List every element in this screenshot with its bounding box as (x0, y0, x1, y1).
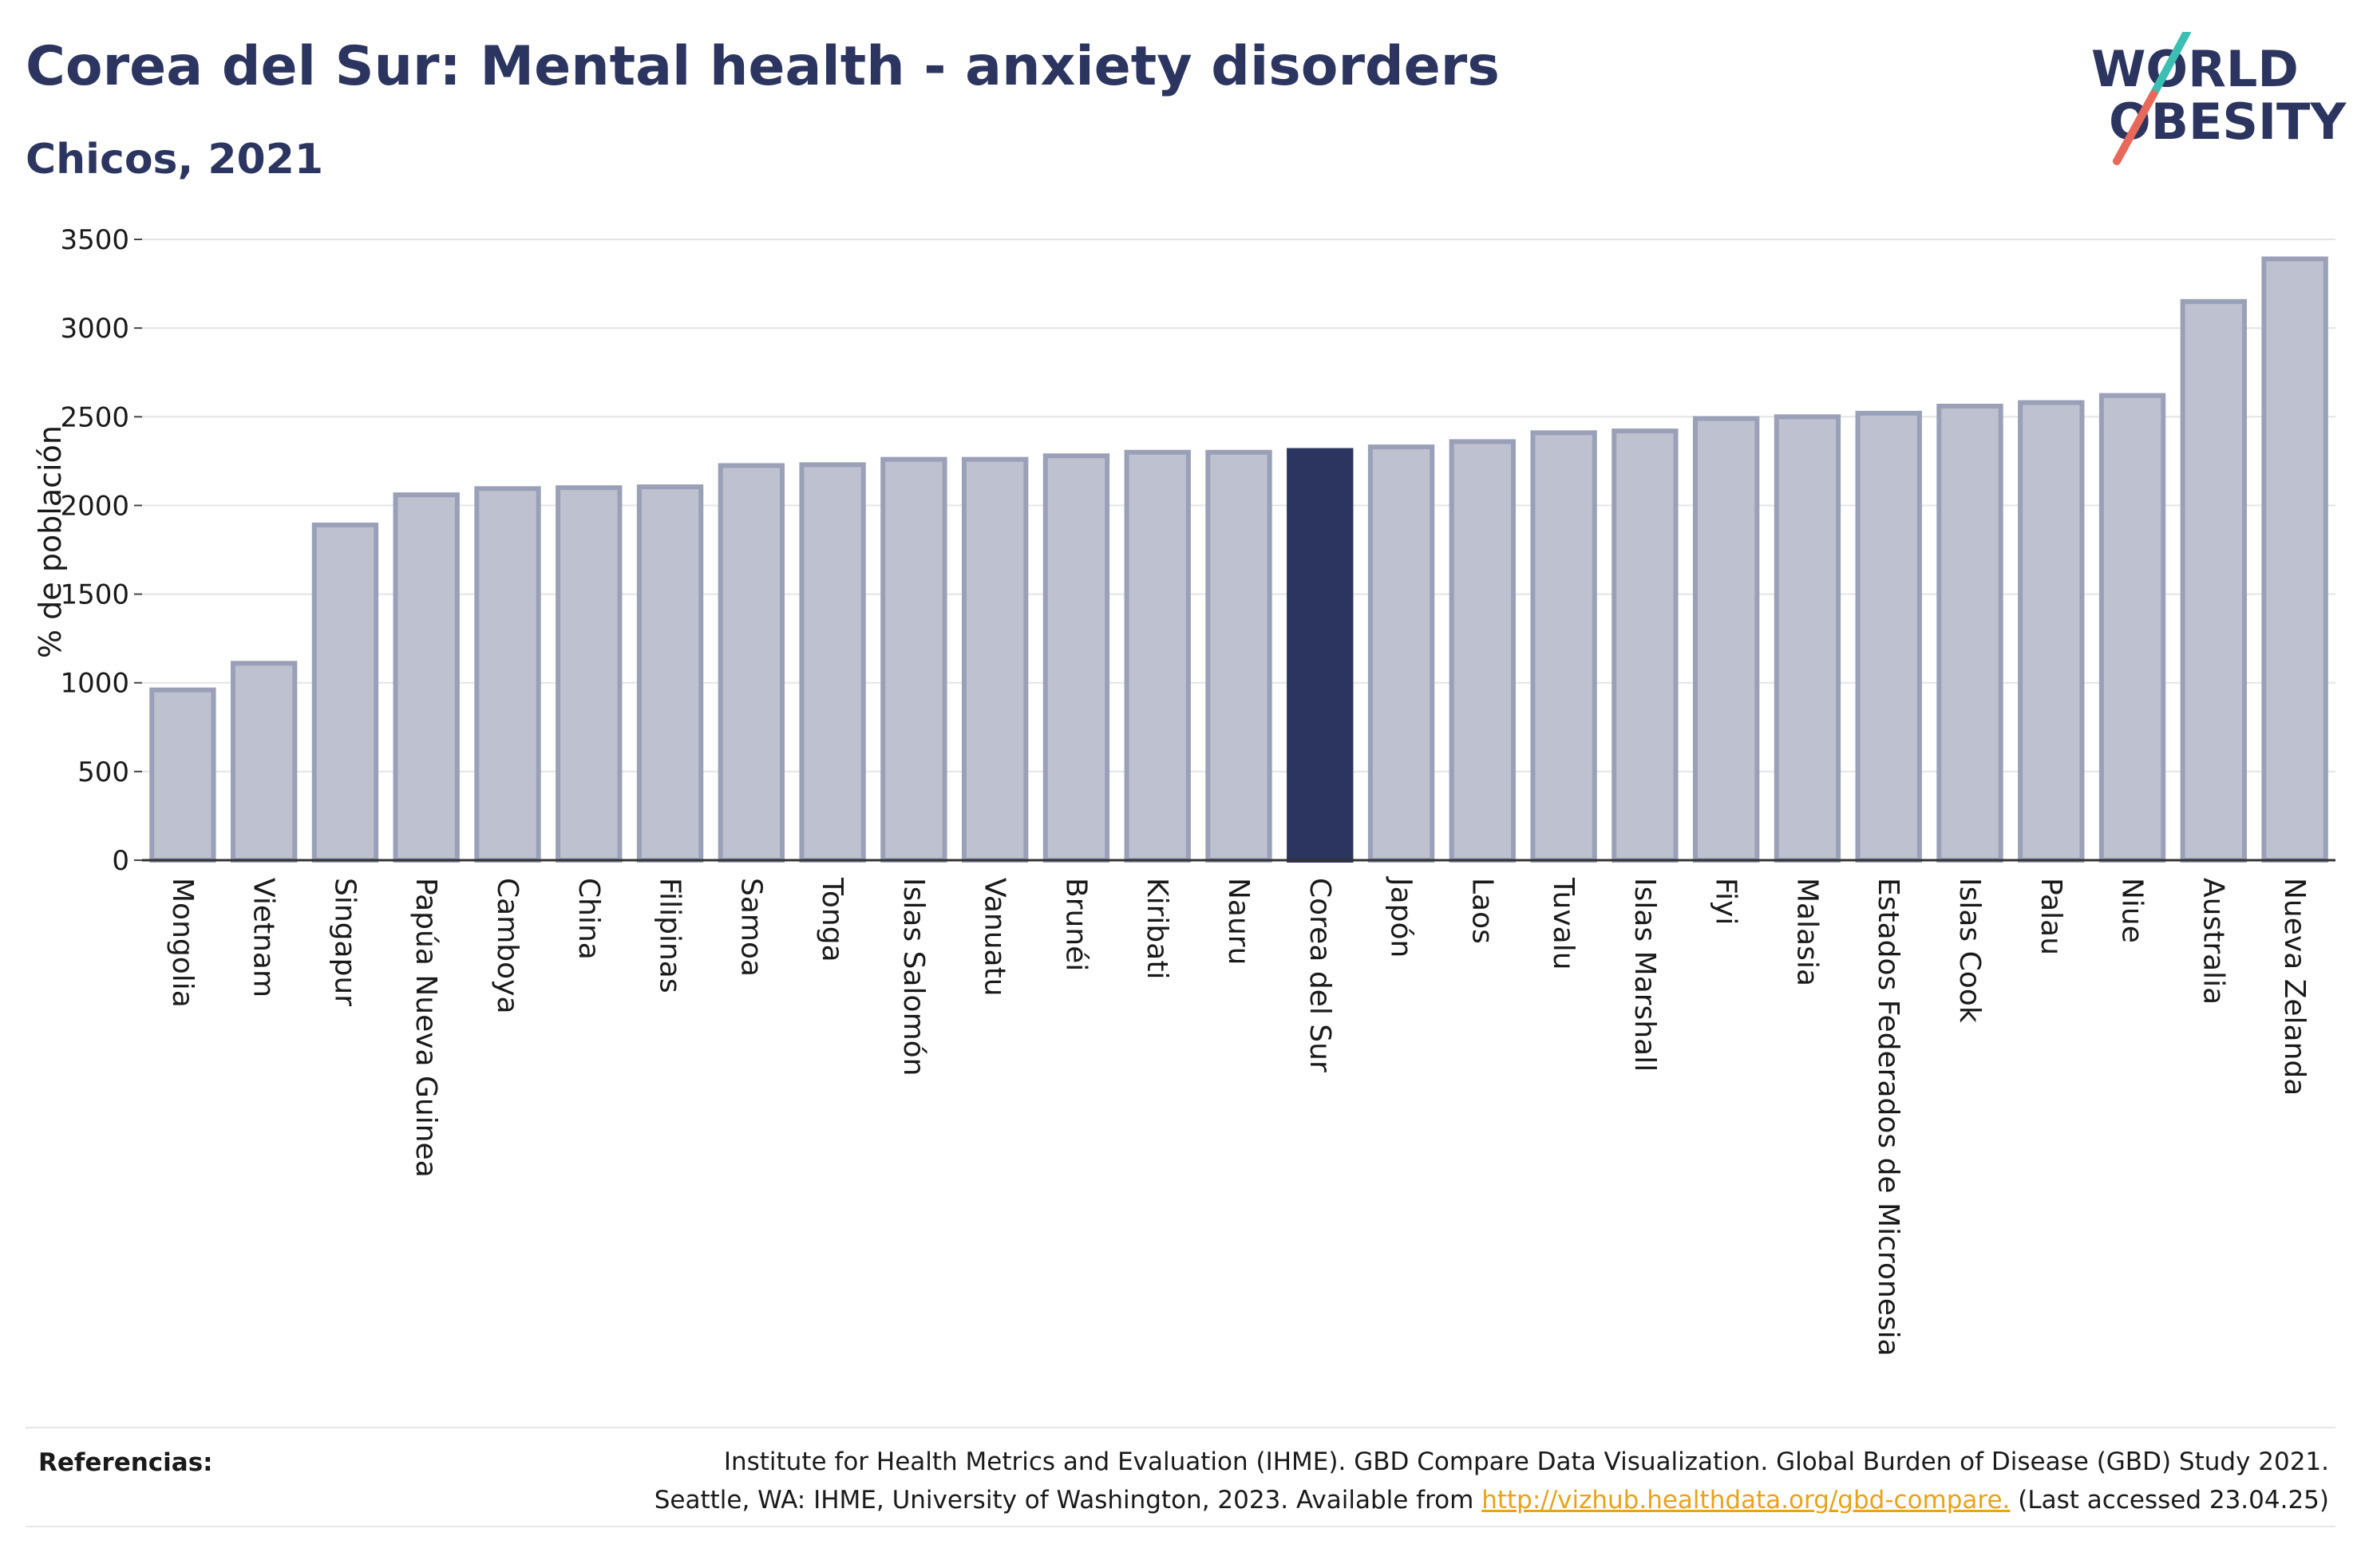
world-obesity-logo: WORLD OBESITY (2091, 32, 2347, 165)
x-tick-label: Laos (1465, 878, 1498, 944)
x-tick-label: Japón (1385, 876, 1418, 958)
bar-papúa-nueva-guinea (393, 492, 460, 863)
bar-islas-salomón (880, 456, 947, 863)
logo-slash-top (2149, 32, 2191, 98)
footer-divider-top (26, 1427, 2335, 1428)
x-tick-label: Mongolia (166, 878, 199, 1008)
y-tick-label: 2500 (60, 401, 129, 433)
bar-china (556, 485, 623, 863)
x-tick-label: Islas Marshall (1628, 878, 1661, 1072)
x-tick-label: Vanuatu (979, 878, 1011, 997)
bar-corea-del-sur (1287, 448, 1354, 863)
bar-australia (2180, 298, 2248, 863)
bar-singapur (311, 522, 379, 863)
references-line-2-post: (Last accessed 23.04.25) (2010, 1486, 2329, 1515)
bar-niue (2098, 393, 2166, 863)
bar-camboya (474, 486, 541, 863)
y-axis-label: % de población (33, 425, 68, 658)
y-tick-label: 2000 (60, 490, 129, 522)
references-text: Institute for Health Metrics and Evaluat… (493, 1443, 2329, 1519)
x-tick-label: Kiribati (1141, 878, 1173, 979)
x-tick-label: Camboya (491, 878, 524, 1014)
logo-line-1: WORLD (2091, 40, 2299, 98)
chart-title: Corea del Sur: Mental health - anxiety d… (26, 35, 1500, 98)
bar-vietnam (230, 661, 298, 863)
x-tick-label: Nauru (1222, 878, 1255, 965)
x-tick-label: China (572, 878, 605, 960)
references-line-1: Institute for Health Metrics and Evaluat… (723, 1448, 2329, 1476)
y-tick-label: 1500 (60, 579, 129, 611)
bar-palau (2018, 400, 2085, 863)
bar-chart: 0 500 1000 1500 2000 2500 3000 3500 Mongolia Vie… (33, 224, 2335, 1357)
x-tick-label: Tonga (816, 877, 848, 962)
x-tick-label: Tuvalu (1547, 877, 1580, 970)
bar-tonga (799, 462, 866, 863)
x-axis-labels: Mongolia Vietnam Singapur Papúa Nueva Guine… (166, 876, 2311, 1357)
bar-nauru (1205, 449, 1272, 863)
x-tick-label: Niue (2116, 878, 2149, 943)
bar-laos (1449, 439, 1517, 863)
y-tick-label: 3000 (60, 313, 129, 345)
x-tick-label: Vietnam (247, 878, 280, 997)
footer-divider-bottom (26, 1526, 2335, 1527)
bar-vanuatu (961, 456, 1029, 863)
bar-nueva-zelanda (2261, 256, 2328, 863)
x-tick-label: Malasia (1790, 878, 1823, 986)
bar-estados-federados-de-micronesia (1855, 410, 1922, 863)
x-tick-label: Fiyi (1710, 878, 1742, 925)
y-tick-label: 1000 (60, 668, 129, 700)
x-tick-label: Filipinas (654, 878, 686, 993)
x-tick-label: Palau (2035, 878, 2067, 955)
x-tick-label: Corea del Sur (1303, 878, 1336, 1072)
y-tick-label: 0 (112, 845, 129, 877)
bar-malasia (1774, 414, 1841, 863)
y-tick-label: 3500 (60, 224, 129, 256)
chart-subtitle: Chicos, 2021 (26, 136, 324, 184)
bar-mongolia (149, 687, 216, 863)
references-line-2-pre: Seattle, WA: IHME, University of Washing… (654, 1486, 1482, 1515)
x-tick-label: Singapur (328, 878, 361, 1006)
bars (149, 256, 2328, 863)
bar-tuvalu (1530, 430, 1597, 863)
x-tick-label: Islas Cook (1953, 878, 1986, 1023)
y-tick-label: 500 (77, 756, 129, 788)
x-tick-label: Brunéi (1059, 878, 1092, 971)
y-axis-ticks: 0 500 1000 1500 2000 2500 3000 3500 (60, 224, 129, 877)
logo-slash-bottom (2113, 90, 2157, 165)
bar-brunéi (1042, 453, 1110, 863)
bar-kiribati (1124, 449, 1191, 863)
x-tick-label: Australia (2197, 878, 2229, 1005)
references-label: Referencias: (38, 1448, 213, 1477)
bar-islas-marshall (1612, 429, 1679, 863)
x-tick-label: Nueva Zelanda (2278, 878, 2311, 1096)
bar-fiyi (1692, 416, 1760, 863)
x-tick-label: Samoa (734, 878, 767, 977)
x-tick-label: Estados Federados de Micronesia (1872, 878, 1904, 1357)
references-line-2: Seattle, WA: IHME, University of Washing… (493, 1481, 2329, 1519)
bar-japón (1367, 444, 1435, 863)
bar-filipinas (636, 484, 704, 863)
bar-islas-cook (1936, 403, 2003, 863)
bar-samoa (718, 463, 785, 863)
x-tick-label: Papúa Nueva Guinea (409, 878, 442, 1178)
references-link[interactable]: http://vizhub.healthdata.org/gbd-compare… (1481, 1486, 2011, 1515)
x-tick-label: Islas Salomón (897, 878, 930, 1076)
